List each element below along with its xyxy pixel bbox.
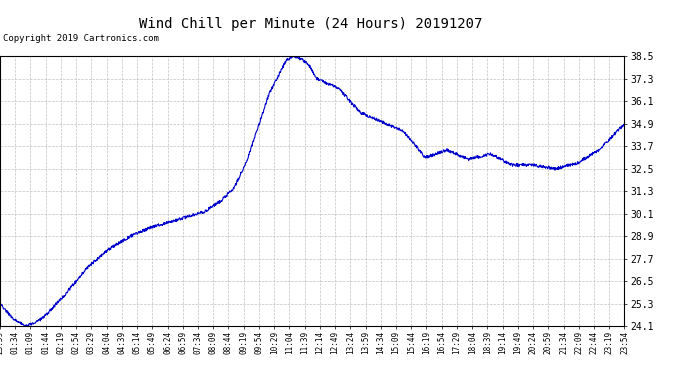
Text: Copyright 2019 Cartronics.com: Copyright 2019 Cartronics.com — [3, 34, 159, 43]
Text: Wind Chill per Minute (24 Hours) 20191207: Wind Chill per Minute (24 Hours) 2019120… — [139, 17, 482, 31]
Text: Temperature  (°F): Temperature (°F) — [540, 39, 640, 49]
